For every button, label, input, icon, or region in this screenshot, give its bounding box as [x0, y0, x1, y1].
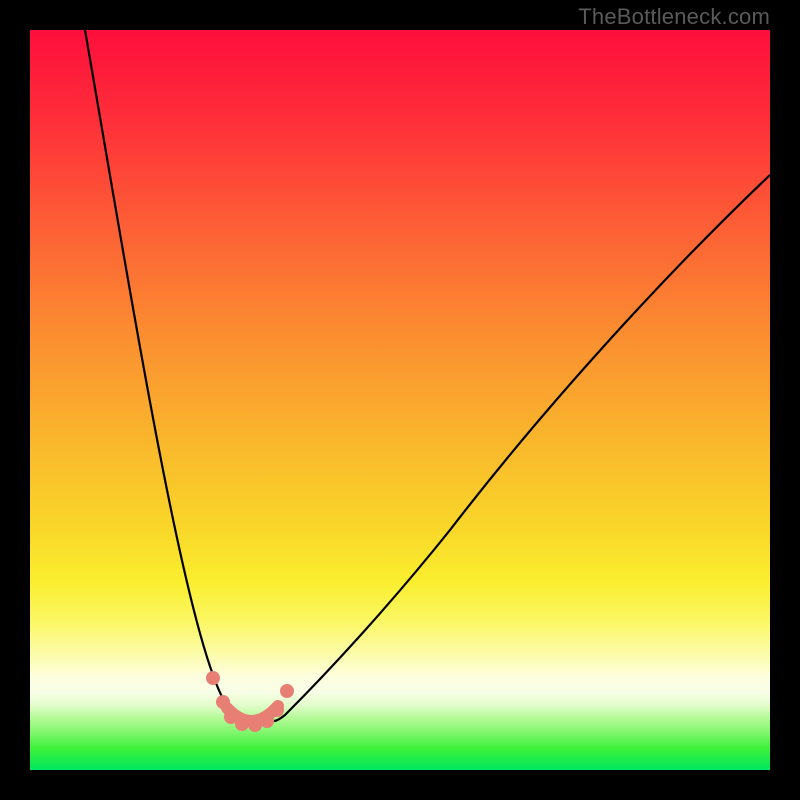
watermark-text: TheBottleneck.com — [578, 4, 770, 30]
marker-dot — [270, 703, 284, 717]
chart-overlay — [30, 30, 770, 770]
marker-dot — [216, 695, 230, 709]
marker-dot — [260, 714, 274, 728]
marker-dot — [235, 717, 249, 731]
marker-dot — [248, 718, 262, 732]
marker-dot — [280, 684, 294, 698]
curve-right-branch — [274, 175, 770, 721]
marker-dot — [206, 671, 220, 685]
curve-left-branch — [85, 30, 236, 718]
